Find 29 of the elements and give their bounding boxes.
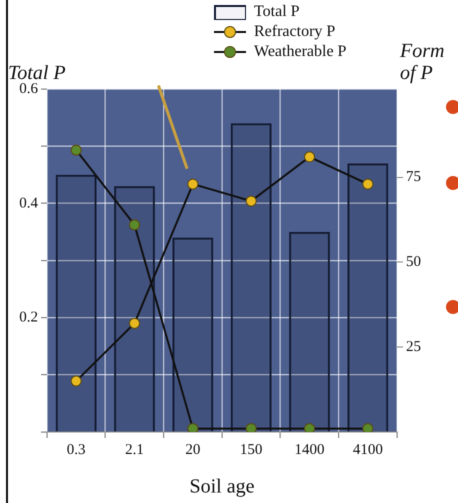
y2-axis-title: Form of P	[400, 40, 446, 84]
point	[129, 219, 140, 230]
y2-tick-label: 75	[406, 169, 421, 186]
y-tick-label: 0.2	[19, 310, 38, 326]
x-tick-label: 150	[240, 442, 262, 458]
point	[129, 318, 140, 329]
x-tick-label: 0.3	[66, 442, 86, 458]
x-tick-label: 1400	[294, 442, 324, 458]
x-axis-title: Soil age	[190, 475, 255, 498]
legend-label: Weatherable P	[254, 42, 346, 62]
point	[304, 151, 315, 162]
point	[70, 144, 82, 156]
point	[362, 423, 374, 432]
x-tick-label: 4100	[352, 442, 383, 458]
y2-tick-label: 50	[406, 254, 421, 270]
bar	[56, 174, 97, 432]
point	[246, 423, 257, 432]
point	[246, 196, 257, 207]
y-tick-label: 0.4	[19, 195, 38, 212]
point	[70, 376, 82, 387]
legend-label: Refractory P	[254, 22, 336, 42]
point	[362, 178, 374, 190]
x-tick-label: 20	[185, 442, 200, 458]
point	[304, 423, 315, 432]
y2-tick-label: 25	[406, 339, 421, 356]
x-tick-label: 2.1	[125, 442, 144, 458]
legend-label: Total P	[254, 2, 300, 22]
point	[187, 178, 198, 190]
point	[187, 423, 198, 432]
